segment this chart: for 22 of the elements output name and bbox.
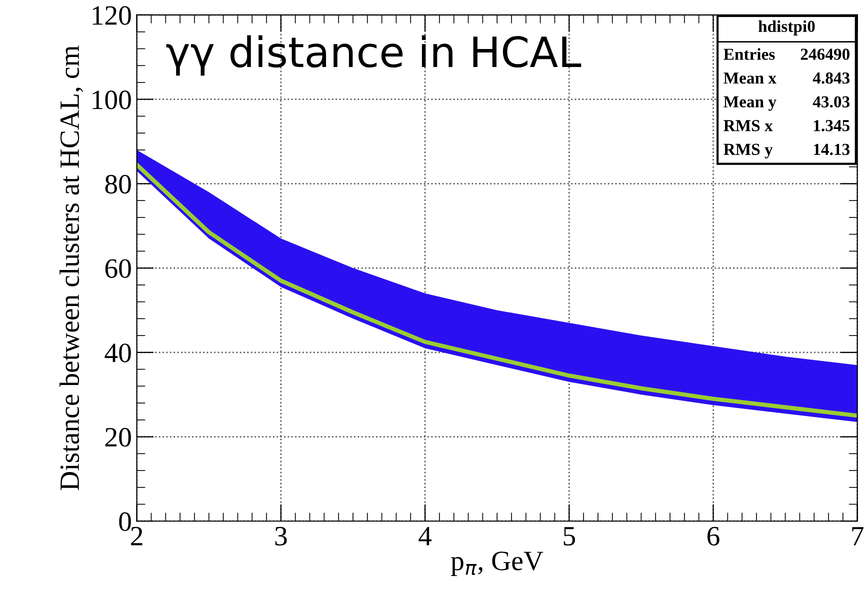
y-tick-label: 80 <box>105 174 131 194</box>
y-tick-label: 40 <box>104 344 131 362</box>
y-tick-label: 0 <box>119 512 131 532</box>
x-axis-title: p$_{π}$, GeV <box>451 552 544 576</box>
y-tick-label: 100 <box>92 90 131 110</box>
text: RMS y 14.13 <box>724 144 850 158</box>
text: RMS x 1.345 <box>724 120 850 132</box>
chart-title: γγ distance in HCAL <box>166 35 582 76</box>
y-tick-label: 60 <box>105 259 131 278</box>
text: Mean x 4.843 <box>724 72 850 84</box>
y-axis-title: Distance between clusters at HCAL, cm <box>60 46 84 490</box>
x-tick-label: 3 <box>275 526 287 546</box>
text: Mean y 43.03 <box>724 96 850 111</box>
text: Entries 246490 <box>724 48 850 60</box>
x-tick-label: 7 <box>852 527 864 546</box>
x-tick-label: 5 <box>564 527 575 546</box>
y-tick-label: 20 <box>105 428 131 447</box>
y-tick-label: 120 <box>92 6 131 25</box>
annotation: hdistpi0 <box>758 20 815 36</box>
x-tick-label: 4 <box>418 526 432 546</box>
x-tick-label: 2 <box>131 526 142 546</box>
x-tick-label: 6 <box>707 526 720 546</box>
